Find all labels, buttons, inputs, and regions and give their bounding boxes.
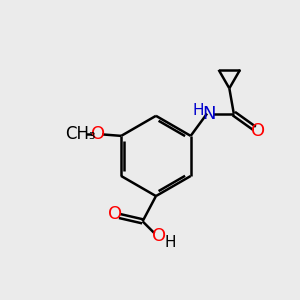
Text: H: H [193, 103, 205, 118]
Text: O: O [91, 125, 105, 143]
Text: N: N [203, 105, 216, 123]
Text: O: O [108, 206, 122, 224]
Text: CH₃: CH₃ [65, 125, 96, 143]
Text: H: H [164, 235, 176, 250]
Text: O: O [152, 227, 166, 245]
Text: O: O [251, 122, 266, 140]
